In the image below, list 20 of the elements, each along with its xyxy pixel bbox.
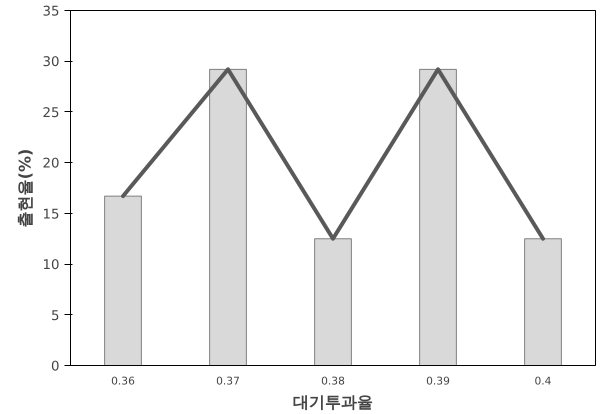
y-tick-label: 20 [42,156,60,172]
bar [524,238,562,366]
y-tick-label: 35 [42,4,60,20]
y-axis-title: 출현율(%) [16,148,35,228]
bar [104,196,142,366]
x-tick-label: 0.38 [321,374,346,388]
x-tick-label: 0.37 [216,374,240,388]
x-tick-label: 0.4 [534,374,552,388]
bar [209,68,247,366]
y-tick-label: 30 [42,55,60,70]
x-tick-label: 0.39 [426,374,450,388]
x-axis-title: 대기투과율 [293,392,373,412]
y-tick-label: 5 [51,308,60,324]
x-tick-label: 0.36 [111,374,136,388]
y-tick-label: 15 [42,207,60,222]
y-tick-label: 0 [51,360,60,374]
y-tick-label: 25 [42,106,60,121]
bar [419,68,457,366]
y-tick-label: 10 [42,258,60,274]
bar [314,238,352,366]
